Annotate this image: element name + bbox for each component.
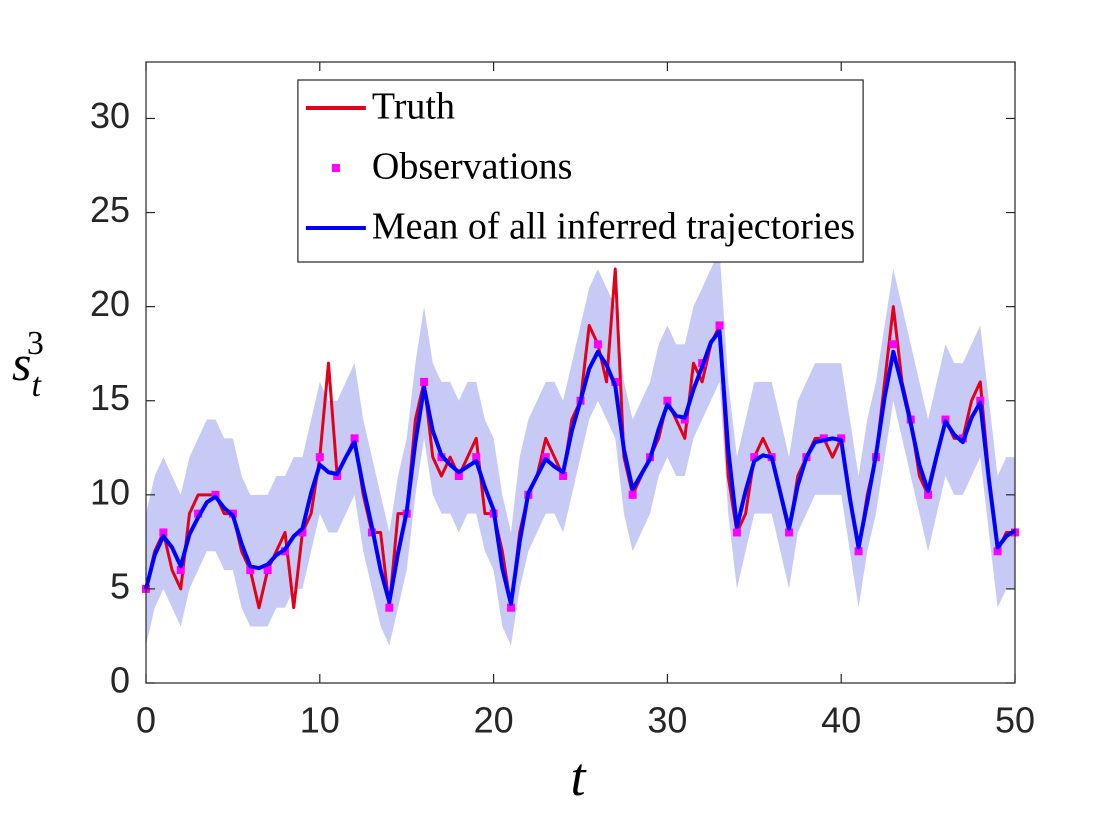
observation-marker (454, 472, 463, 480)
x-tick-label: 30 (647, 700, 687, 741)
observation-marker (298, 528, 307, 537)
observation-marker (889, 340, 898, 349)
x-axis-label: t (570, 747, 587, 807)
x-tick-label: 10 (300, 700, 340, 741)
observation-marker (506, 603, 515, 612)
y-label-base: s (12, 335, 31, 391)
observation-marker (385, 603, 394, 612)
y-tick-label: 10 (90, 471, 130, 512)
observation-marker (350, 434, 359, 443)
y-label-sup: 3 (27, 325, 44, 362)
observation-marker (176, 566, 185, 575)
y-axis-label: st 3 (12, 325, 44, 404)
observation-marker (715, 321, 724, 330)
observation-marker (246, 566, 255, 575)
observation-marker (750, 453, 759, 462)
y-tick-label: 0 (110, 660, 130, 701)
observation-marker (559, 472, 568, 480)
x-tick-label: 40 (821, 700, 861, 741)
observation-marker (993, 547, 1002, 556)
observation-marker (159, 528, 168, 537)
axes-box (145, 61, 1016, 684)
observation-marker (732, 528, 741, 537)
y-label-sub: t (31, 367, 42, 404)
y-tick-label: 25 (90, 189, 130, 230)
legend-label: Observations (372, 146, 573, 188)
x-tick-label: 0 (136, 700, 156, 741)
uncertainty-band (146, 250, 1015, 646)
y-tick-label: 15 (90, 377, 130, 418)
observation-marker (854, 547, 863, 556)
observation-marker (663, 396, 672, 405)
legend-label: Truth (372, 86, 455, 128)
y-tick-label: 5 (110, 565, 130, 606)
x-tick-label: 50 (995, 700, 1035, 741)
legend-marker (331, 164, 340, 172)
observation-marker (263, 566, 272, 575)
observation-marker (924, 490, 933, 499)
observation-marker (628, 490, 637, 499)
legend-label: Mean of all inferred trajectories (372, 206, 855, 248)
x-tick-label: 20 (474, 700, 514, 741)
observation-marker (593, 340, 602, 349)
y-tick-label: 30 (90, 95, 130, 136)
y-tick-label: 20 (90, 283, 130, 324)
legend-box (297, 79, 864, 263)
observation-marker (785, 528, 794, 537)
observation-marker (420, 377, 429, 386)
observation-marker (472, 453, 481, 462)
observation-marker (315, 453, 324, 462)
series-line (144, 329, 1017, 606)
legend: Truth Observations Mean of all inferred tr… (297, 79, 864, 263)
